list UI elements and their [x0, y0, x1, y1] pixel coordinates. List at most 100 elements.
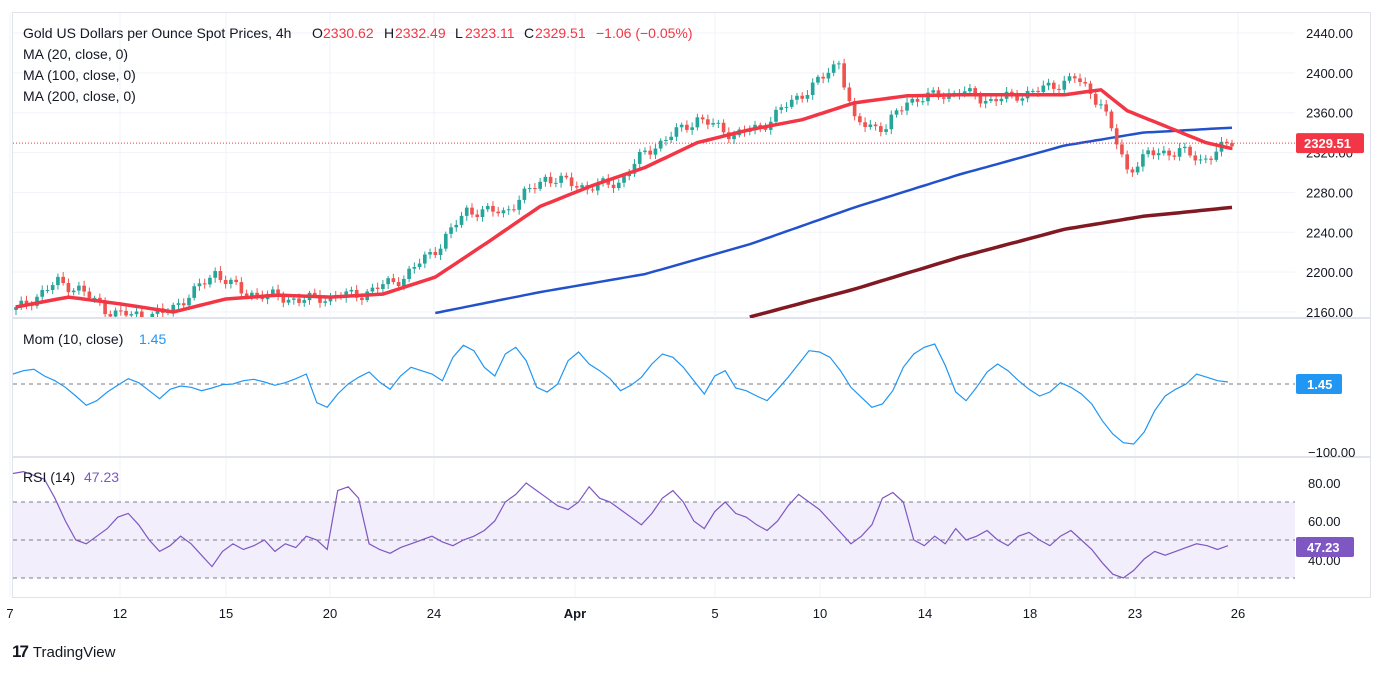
- time-axis-tick: 7: [6, 606, 13, 621]
- ma100-legend[interactable]: MA (100, close, 0): [23, 67, 136, 83]
- candle-body: [533, 188, 537, 190]
- candle-body: [1088, 83, 1093, 94]
- candle-body: [56, 276, 60, 286]
- rsi-pane: 80.00 60.00 40.00 47.23: [12, 457, 1371, 598]
- candle-body: [732, 135, 736, 140]
- candle-body: [899, 110, 904, 112]
- price-axis-tick: 2200.00: [1306, 265, 1353, 280]
- candle-body: [1209, 158, 1213, 160]
- candle-body: [658, 140, 663, 149]
- candle-body: [816, 76, 820, 83]
- candle-body: [40, 290, 45, 297]
- time-axis-tick: 15: [219, 606, 233, 621]
- candle-body: [622, 176, 626, 183]
- last-price-tag-text: 2329.51: [1304, 136, 1351, 151]
- momentum-pane: −100.00 1.45: [12, 318, 1371, 460]
- time-axis-tick: 18: [1023, 606, 1037, 621]
- price-axis[interactable]: 2440.002400.002360.002320.002280.002240.…: [1306, 26, 1353, 320]
- candle-body: [810, 82, 815, 96]
- rsi-line: [12, 470, 1229, 579]
- ma200-line: [749, 205, 1233, 319]
- candle-body: [271, 289, 275, 294]
- time-axis[interactable]: 7 12 15 20 24 Apr 5 10 14 18 23 26: [6, 606, 1245, 621]
- candle-body: [690, 127, 694, 130]
- candle-body: [868, 124, 873, 127]
- time-axis-tick: 23: [1128, 606, 1142, 621]
- candle-body: [915, 98, 920, 102]
- ohlc-close-label: C: [524, 25, 534, 41]
- symbol-title[interactable]: Gold US Dollars per Ounce Spot Prices, 4…: [23, 25, 291, 41]
- candle-body: [989, 99, 993, 101]
- candle-body: [1099, 104, 1103, 106]
- candle-body: [543, 176, 548, 182]
- ma200-legend[interactable]: MA (200, close, 0): [23, 88, 136, 104]
- candle-body: [187, 297, 191, 306]
- candle-body: [795, 95, 799, 100]
- candle-body: [386, 278, 390, 285]
- candle-body: [354, 289, 359, 298]
- candle-body: [491, 205, 495, 212]
- candle-body: [590, 189, 595, 191]
- candle-body: [1046, 82, 1051, 86]
- candle-body: [14, 307, 18, 311]
- candle-body: [774, 109, 778, 122]
- momentum-value-tag-box: [1296, 374, 1342, 394]
- candle-body: [863, 122, 867, 127]
- rsi-pane-border: [12, 457, 1371, 598]
- candle-body: [1125, 154, 1129, 170]
- candle-body: [1167, 150, 1171, 156]
- candle-body: [847, 87, 852, 102]
- time-axis-tick: 24: [427, 606, 441, 621]
- candle-body: [92, 297, 97, 299]
- candle-body: [297, 298, 301, 303]
- price-pane-border: [12, 12, 1371, 318]
- ma20-legend[interactable]: MA (20, close, 0): [23, 46, 128, 62]
- candle-body: [973, 88, 977, 96]
- candle-body: [438, 248, 443, 255]
- price-axis-tick: 2240.00: [1306, 225, 1353, 240]
- candle-body: [480, 209, 485, 218]
- candle-body: [402, 279, 406, 287]
- candle-body: [459, 215, 464, 225]
- candle-body: [291, 298, 296, 300]
- candle-body: [968, 88, 972, 92]
- candle-body: [1230, 143, 1234, 147]
- candle-body: [229, 279, 233, 285]
- candle-body: [941, 97, 946, 99]
- time-axis-tick: 12: [113, 606, 127, 621]
- tradingview-logo-icon: 17: [12, 642, 29, 661]
- price-axis-tick: 2400.00: [1306, 66, 1353, 81]
- time-axis-tick: 20: [323, 606, 337, 621]
- candle-body: [213, 271, 217, 278]
- rsi-legend[interactable]: RSI (14): [23, 469, 75, 485]
- candle-body: [700, 117, 705, 120]
- candle-body: [1198, 159, 1203, 161]
- candle-body: [800, 95, 805, 99]
- candle-body: [171, 304, 176, 312]
- momentum-legend[interactable]: Mom (10, close): [23, 331, 123, 347]
- candle-body: [181, 303, 186, 306]
- candle-body: [139, 311, 144, 317]
- candle-body: [50, 285, 55, 290]
- candle-body: [1172, 155, 1177, 157]
- candle-body: [1078, 78, 1082, 83]
- candle-body: [119, 310, 123, 312]
- candle-body: [695, 117, 700, 128]
- candle-body: [648, 150, 653, 155]
- candle-body: [889, 114, 894, 130]
- candle-body: [559, 175, 563, 183]
- candle-body: [852, 101, 857, 117]
- candle-body: [627, 173, 632, 177]
- candle-body: [512, 209, 516, 211]
- candle-body: [716, 122, 721, 124]
- candle-body: [407, 268, 411, 280]
- candle-body: [1051, 82, 1056, 89]
- candle-body: [569, 177, 574, 187]
- tradingview-branding[interactable]: 17 TradingView: [12, 642, 115, 662]
- candle-body: [197, 283, 202, 287]
- candle-body: [428, 252, 432, 255]
- candle-body: [1109, 111, 1114, 129]
- candle-body: [564, 175, 569, 178]
- candle-body: [1067, 76, 1072, 81]
- candle-body: [1130, 169, 1135, 173]
